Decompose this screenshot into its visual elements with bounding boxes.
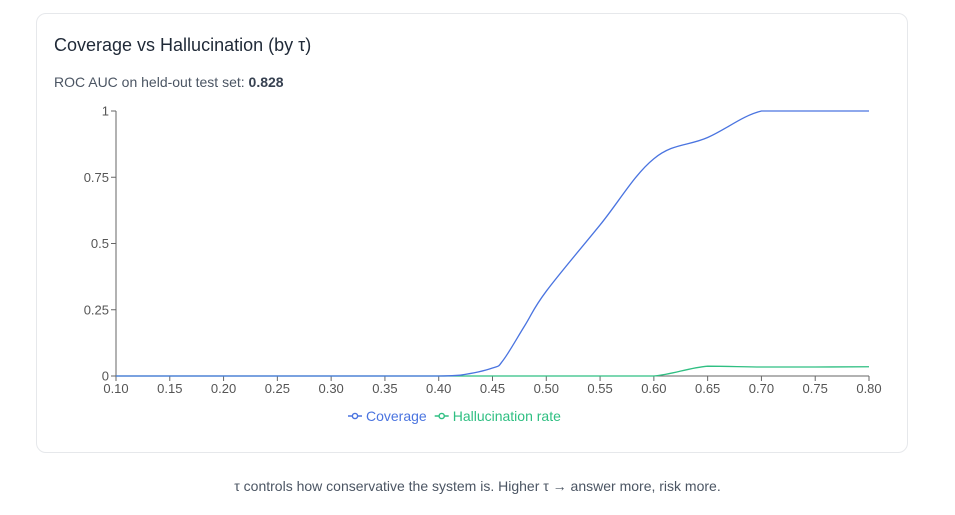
x-tick-label: 0.55 xyxy=(587,381,612,396)
legend-swatch-dot-coverage xyxy=(351,412,359,420)
auc-value: 0.828 xyxy=(248,74,284,90)
x-tick-label: 0.15 xyxy=(157,381,182,396)
chart-title: Coverage vs Hallucination (by τ) xyxy=(54,35,312,55)
x-tick-label: 0.45 xyxy=(480,381,505,396)
footer-note: τ controls how conservative the system i… xyxy=(234,478,721,494)
legend: Coverage Hallucination rate xyxy=(348,408,561,424)
x-tick-label: 0.80 xyxy=(856,381,881,396)
x-tick-label: 0.40 xyxy=(426,381,451,396)
y-tick-label: 1 xyxy=(102,104,109,119)
x-tick-label: 0.50 xyxy=(534,381,559,396)
auc-summary: ROC AUC on held-out test set: 0.828 xyxy=(54,74,284,90)
x-tick-label: 0.10 xyxy=(103,381,128,396)
x-tick-label: 0.70 xyxy=(749,381,774,396)
x-tick-label: 0.65 xyxy=(695,381,720,396)
x-tick-label: 0.35 xyxy=(372,381,397,396)
legend-label-hallucination-rate[interactable]: Hallucination rate xyxy=(453,408,561,424)
chart-card: Coverage vs Hallucination (by τ) ROC AUC… xyxy=(36,13,908,453)
x-tick-label: 0.75 xyxy=(803,381,828,396)
x-tick-label: 0.20 xyxy=(211,381,236,396)
x-tick-label: 0.60 xyxy=(641,381,666,396)
x-tick-label: 0.25 xyxy=(265,381,290,396)
y-tick-label: 0.75 xyxy=(84,170,109,185)
y-tick-label: 0.5 xyxy=(91,236,109,251)
auc-label: ROC AUC on held-out test set: xyxy=(54,74,249,90)
legend-swatch-dot-hallucination-rate xyxy=(438,412,446,420)
y-tick-label: 0 xyxy=(102,369,109,384)
legend-label-coverage[interactable]: Coverage xyxy=(366,408,427,424)
y-tick-label: 0.25 xyxy=(84,302,109,317)
series-line-coverage xyxy=(116,110,869,377)
x-tick-label: 0.30 xyxy=(318,381,343,396)
